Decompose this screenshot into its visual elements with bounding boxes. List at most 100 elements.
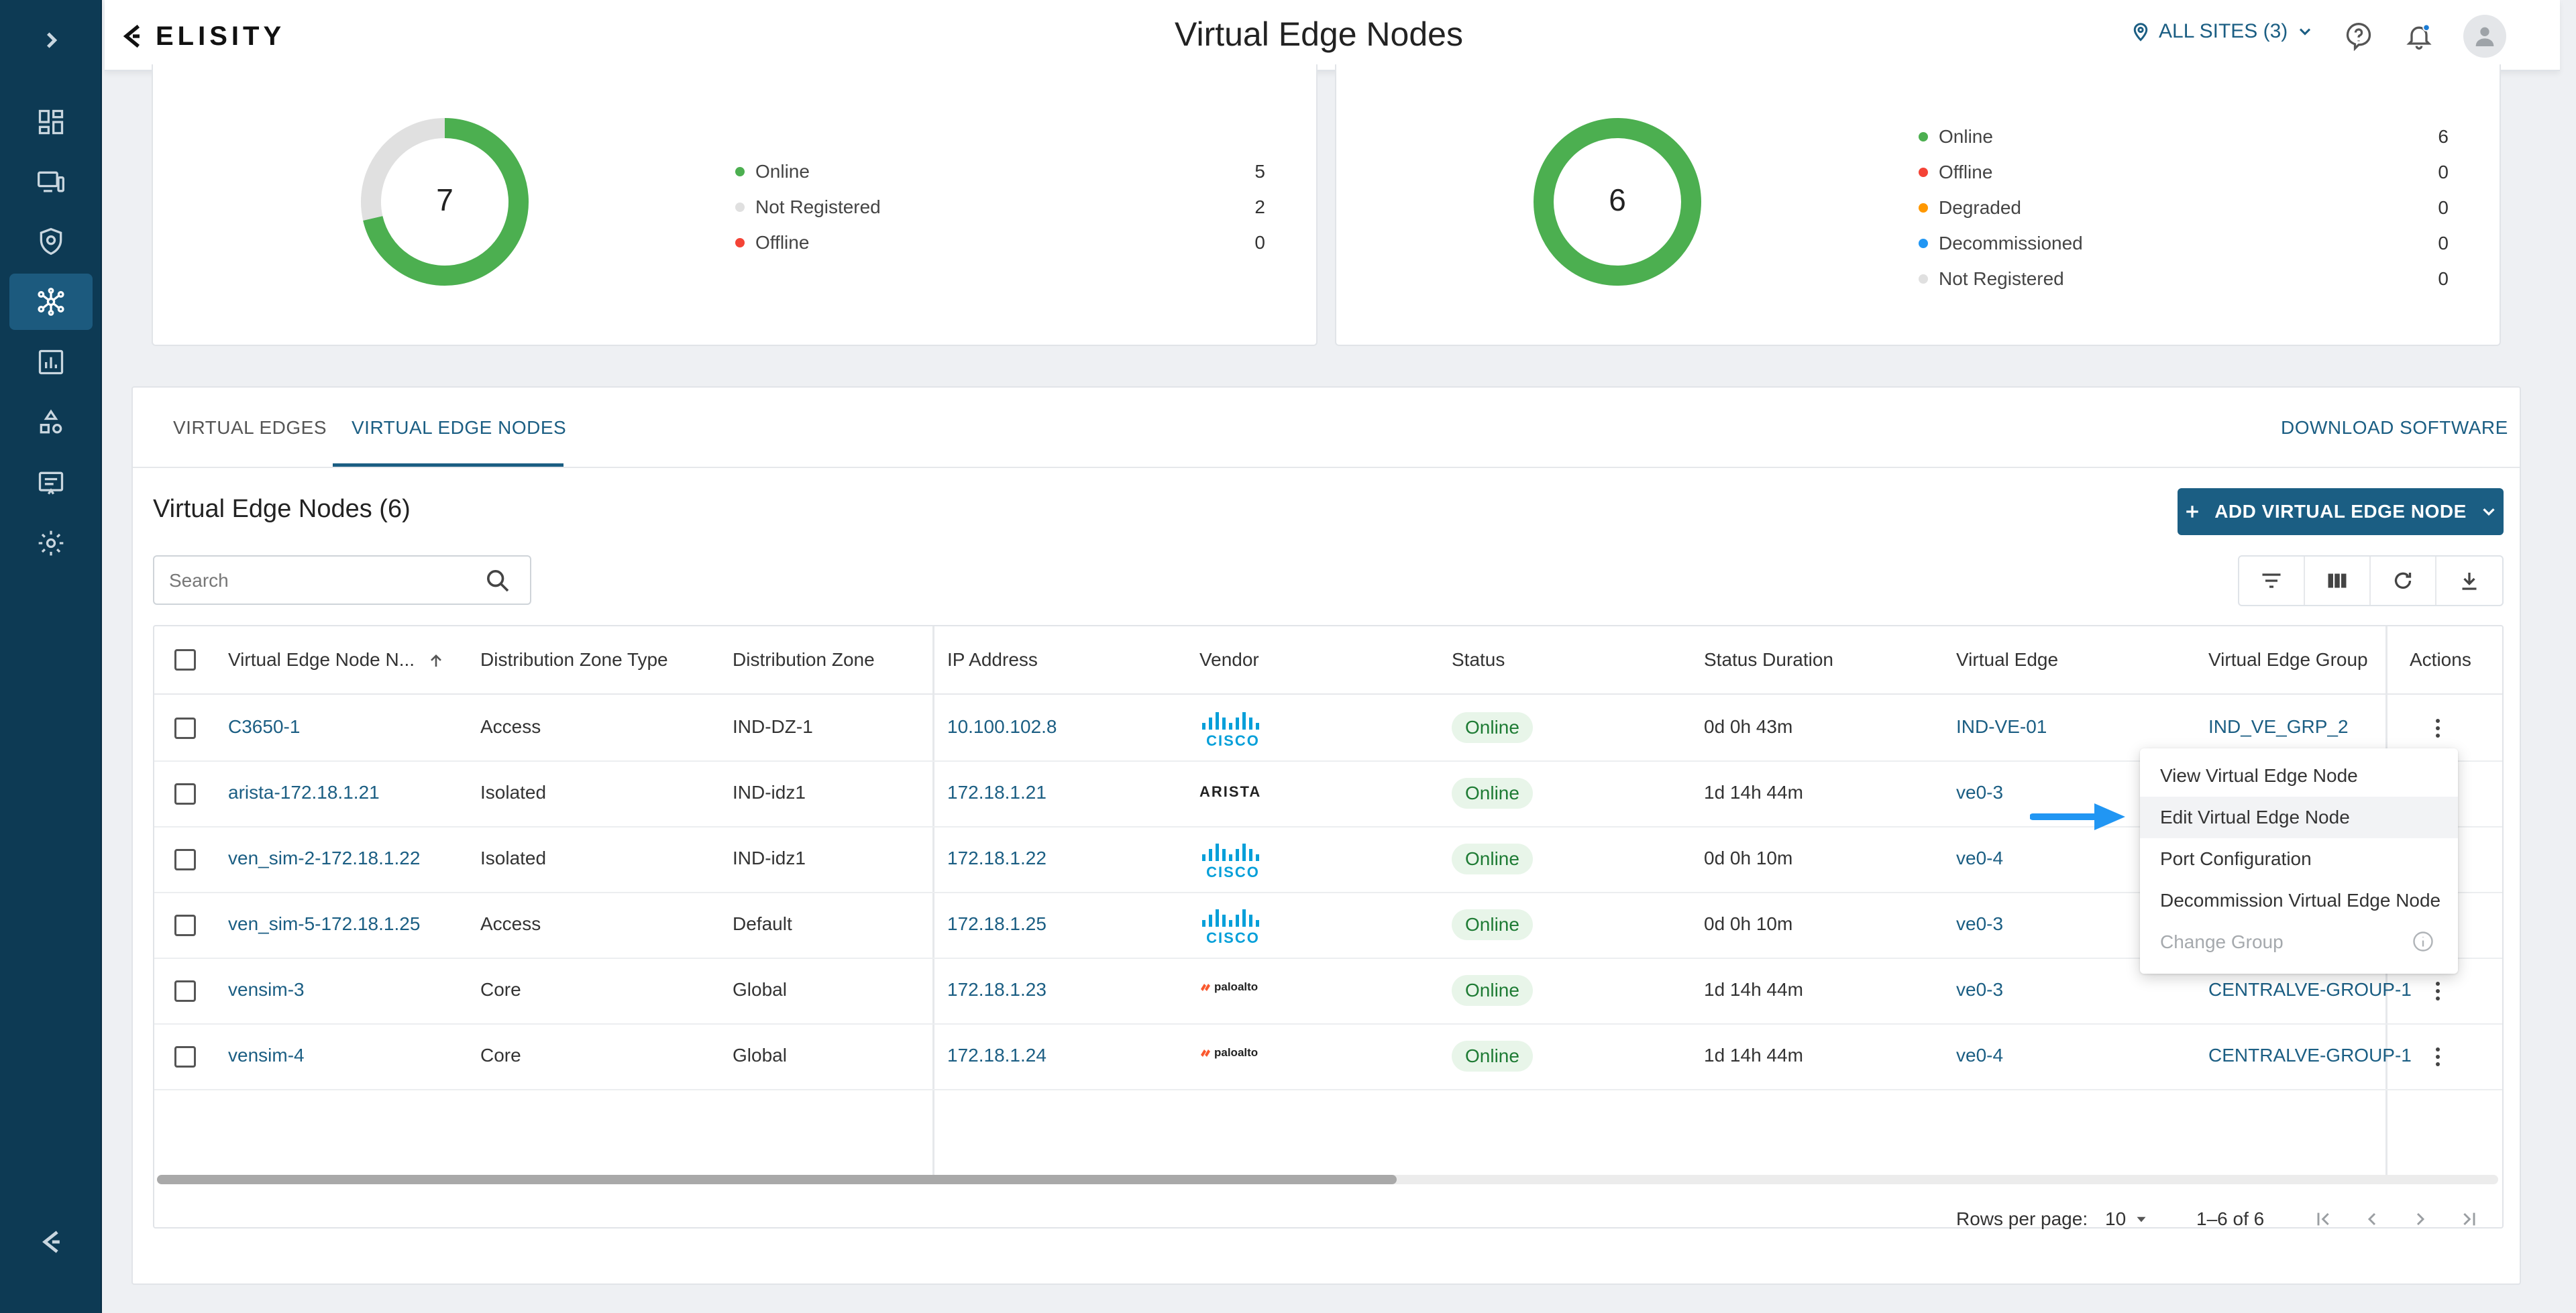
cell-virtual-edge-group[interactable]: CENTRALVE-GROUP-1: [2208, 979, 2412, 1000]
cell-virtual-edge-group[interactable]: IND_VE_GRP_2: [2208, 716, 2349, 737]
download-button[interactable]: [2436, 557, 2502, 605]
cell-name[interactable]: C3650-1: [228, 716, 301, 737]
columns-button[interactable]: [2305, 557, 2371, 605]
legend-item-online[interactable]: Online: [1919, 123, 1993, 150]
table-row[interactable]: ven_sim-2-172.18.1.22 Isolated IND-idz1 172…: [154, 827, 2502, 893]
legend-item-not-registered[interactable]: Not Registered: [1919, 266, 2064, 292]
table-row[interactable]: ven_sim-5-172.18.1.25 Access Default 172.18…: [154, 893, 2502, 959]
filter-button[interactable]: [2239, 557, 2305, 605]
download-software-link[interactable]: DOWNLOAD SOFTWARE: [2281, 417, 2508, 438]
cell-name[interactable]: vensim-4: [228, 1045, 305, 1066]
column-header-status[interactable]: Status: [1452, 649, 1505, 670]
row-checkbox[interactable]: [174, 980, 196, 1002]
last-page-button[interactable]: [2455, 1206, 2482, 1233]
cell-ip-address[interactable]: 172.18.1.24: [947, 1045, 1046, 1066]
elisity-mark-button[interactable]: [9, 1214, 93, 1270]
cell-ip-address[interactable]: 172.18.1.22: [947, 848, 1046, 868]
menu-item-view-virtual-edge-node[interactable]: View Virtual Edge Node: [2160, 765, 2358, 786]
cell-virtual-edge[interactable]: ve0-3: [1956, 782, 2004, 803]
vendor-logo-text: paloalto: [1214, 980, 1258, 993]
row-checkbox[interactable]: [174, 1046, 196, 1068]
tab-virtual-edges[interactable]: VIRTUAL EDGES: [173, 417, 327, 438]
notifications-button[interactable]: [2402, 19, 2436, 54]
table-row[interactable]: vensim-4 Core Global 172.18.1.24 1d 14h 44m v…: [154, 1025, 2502, 1090]
column-header-virtual-edge-group[interactable]: Virtual Edge Group: [2208, 649, 2368, 670]
rows-per-page-select[interactable]: 10: [2105, 1208, 2150, 1230]
menu-item-decommission-virtual-edge-node[interactable]: Decommission Virtual Edge Node: [2160, 890, 2441, 911]
cell-ip-address[interactable]: 10.100.102.8: [947, 716, 1057, 737]
search-icon[interactable]: [484, 567, 511, 594]
column-header-zone[interactable]: Distribution Zone: [733, 649, 875, 670]
nav-analytics[interactable]: [9, 334, 93, 390]
virtual-edge-nodes-slice-online[interactable]: [1534, 118, 1701, 286]
row-checkbox[interactable]: [174, 783, 196, 805]
cell-virtual-edge[interactable]: ve0-3: [1956, 913, 2004, 934]
tab-virtual-edge-nodes[interactable]: VIRTUAL EDGE NODES: [352, 417, 567, 438]
legend-item-decommissioned[interactable]: Decommissioned: [1919, 230, 2083, 257]
legend-item-not-registered[interactable]: Not Registered: [735, 194, 881, 221]
legend-item-offline[interactable]: Offline: [1919, 159, 1992, 186]
row-actions-menu-button[interactable]: [2430, 978, 2446, 1005]
cell-virtual-edge-group[interactable]: CENTRALVE-GROUP-1: [2208, 1045, 2412, 1066]
cell-zone-type: Core: [480, 1045, 521, 1066]
user-avatar[interactable]: [2463, 15, 2506, 58]
nav-inventory[interactable]: [9, 394, 93, 451]
refresh-button[interactable]: [2371, 557, 2436, 605]
nav-virtual-edges[interactable]: [9, 274, 93, 330]
nav-policies[interactable]: [9, 213, 93, 270]
help-button[interactable]: [2341, 19, 2376, 54]
dashboard-icon: [38, 109, 64, 135]
table-row[interactable]: arista-172.18.1.21 Isolated IND-idz1 172.18…: [154, 762, 2502, 827]
cell-virtual-edge[interactable]: ve0-4: [1956, 848, 2004, 868]
table-row[interactable]: vensim-3 Core Global 172.18.1.23 1d 14h 44m v…: [154, 959, 2502, 1025]
row-checkbox[interactable]: [174, 718, 196, 739]
column-header-vendor[interactable]: Vendor: [1199, 649, 1259, 670]
donut-center-total: 7: [436, 182, 453, 217]
virtual-edges-slice-not-registered[interactable]: [361, 118, 445, 221]
virtual-edges-slice-online[interactable]: [363, 118, 529, 286]
cell-name[interactable]: ven_sim-2-172.18.1.22: [228, 848, 421, 868]
legend-dot: [1919, 274, 1928, 284]
column-header-zone-type[interactable]: Distribution Zone Type: [480, 649, 668, 670]
search-input[interactable]: [169, 566, 464, 595]
elisity-logo[interactable]: ELISITY: [119, 20, 285, 52]
menu-item-port-configuration[interactable]: Port Configuration: [2160, 848, 2312, 869]
menu-item-edit-virtual-edge-node[interactable]: Edit Virtual Edge Node: [2140, 797, 2458, 838]
site-selector[interactable]: ALL SITES (3): [2131, 20, 2314, 43]
nav-devices[interactable]: [9, 154, 93, 211]
cell-name[interactable]: vensim-3: [228, 979, 305, 1000]
horizontal-scrollbar-thumb[interactable]: [157, 1175, 1397, 1184]
table-row[interactable]: C3650-1 Access IND-DZ-1 10.100.102.8 0d 0h 4…: [154, 696, 2502, 762]
cell-name[interactable]: ven_sim-5-172.18.1.25: [228, 913, 421, 934]
cell-virtual-edge[interactable]: ve0-3: [1956, 979, 2004, 1000]
column-header-name[interactable]: Virtual Edge Node N...: [228, 649, 445, 671]
column-header-virtual-edge[interactable]: Virtual Edge: [1956, 649, 2059, 670]
row-checkbox[interactable]: [174, 849, 196, 870]
row-actions-menu-button[interactable]: [2430, 715, 2446, 742]
legend-item-degraded[interactable]: Degraded: [1919, 194, 2021, 221]
cell-virtual-edge[interactable]: ve0-4: [1956, 1045, 2004, 1066]
column-header-ip[interactable]: IP Address: [947, 649, 1038, 670]
cell-ip-address[interactable]: 172.18.1.23: [947, 979, 1046, 1000]
cell-ip-address[interactable]: 172.18.1.21: [947, 782, 1046, 803]
sort-ascending-icon[interactable]: [427, 652, 445, 671]
cell-ip-address[interactable]: 172.18.1.25: [947, 913, 1046, 934]
legend-item-online[interactable]: Online: [735, 158, 810, 185]
cell-virtual-edge[interactable]: IND-VE-01: [1956, 716, 2047, 737]
row-checkbox[interactable]: [174, 915, 196, 936]
column-header-status-duration[interactable]: Status Duration: [1704, 649, 1833, 670]
previous-page-button[interactable]: [2359, 1206, 2385, 1233]
select-all-checkbox[interactable]: [174, 649, 196, 671]
next-page-button[interactable]: [2407, 1206, 2434, 1233]
add-virtual-edge-node-button[interactable]: ADD VIRTUAL EDGE NODE: [2178, 488, 2504, 535]
cell-name[interactable]: arista-172.18.1.21: [228, 782, 380, 803]
nav-logs[interactable]: [9, 455, 93, 511]
info-icon[interactable]: [2411, 929, 2435, 954]
legend-item-offline[interactable]: Offline: [735, 229, 809, 256]
first-page-button[interactable]: [2310, 1206, 2337, 1233]
expand-sidebar-button[interactable]: [9, 12, 93, 68]
nav-dashboard[interactable]: [9, 94, 93, 150]
nav-settings[interactable]: [9, 515, 93, 571]
cell-zone: Global: [733, 979, 787, 1000]
row-actions-menu-button[interactable]: [2430, 1043, 2446, 1070]
